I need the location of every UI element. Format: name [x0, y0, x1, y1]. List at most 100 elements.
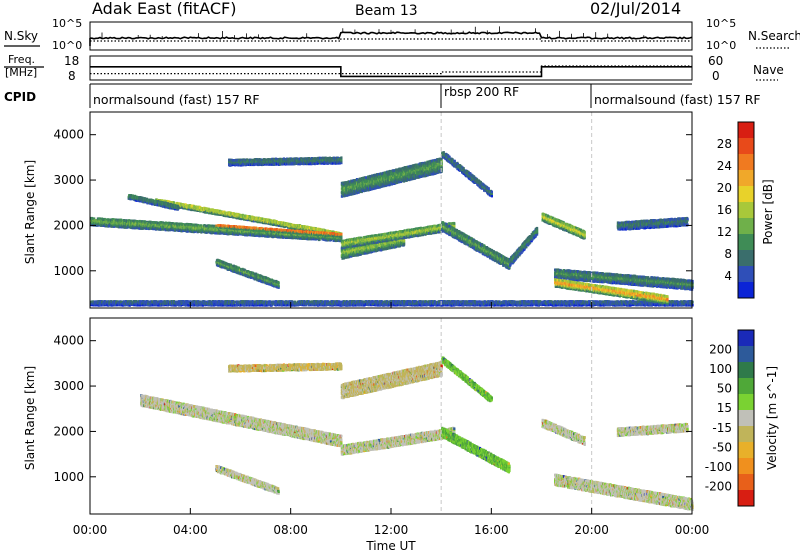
heatmap-cell — [164, 223, 167, 227]
heatmap-cell — [153, 221, 156, 224]
heatmap-cell — [129, 226, 132, 229]
heatmap-cell — [174, 229, 177, 232]
heatmap-cell — [277, 281, 280, 285]
heatmap-cell — [340, 159, 343, 163]
heatmap-cell — [153, 227, 156, 231]
heatmap-cell — [284, 159, 288, 163]
heatmap-cell — [162, 228, 165, 231]
beam-title: Beam 13 — [355, 3, 418, 19]
heatmap-cell — [212, 231, 215, 235]
heatmap-cell — [233, 159, 236, 162]
heatmap-cell — [280, 232, 283, 236]
heatmap-cell — [199, 229, 202, 232]
heatmap-cell — [199, 224, 202, 227]
heatmap-cell — [250, 276, 253, 279]
heatmap-cell — [234, 233, 237, 236]
heatmap-cell — [257, 274, 260, 277]
heatmap-cell — [167, 200, 170, 203]
cpid-panel: CPID normalsound (fast) 157 RF rbsp 200 … — [4, 83, 761, 108]
heatmap-cell — [118, 223, 121, 227]
heatmap-cell — [267, 220, 270, 224]
heatmap-cell — [246, 218, 249, 222]
heatmap-cell — [242, 214, 245, 217]
heatmap-cell — [288, 234, 291, 238]
heatmap-cell — [214, 209, 217, 212]
heatmap-cell — [281, 234, 284, 237]
heatmap-cell — [289, 229, 292, 233]
heatmap-cell — [264, 161, 267, 165]
heatmap-cell — [223, 211, 226, 214]
heatmap-cell — [130, 224, 133, 228]
heatmap-cell — [247, 215, 250, 218]
freq-left-tick-bottom: 8 — [68, 69, 76, 83]
heatmap-cell — [326, 160, 329, 163]
heatmap-cell — [112, 218, 115, 221]
heatmap-cell — [266, 227, 269, 231]
noise-left-label: N.Sky — [4, 29, 38, 43]
heatmap-cell — [210, 210, 213, 213]
heatmap-cell — [284, 224, 288, 228]
noise-panel: N.Sky 10^5 10^0 10^5 10^0 N.Search — [4, 17, 800, 52]
heatmap-cell — [161, 203, 164, 206]
heatmap-cell — [291, 229, 294, 233]
heatmap-cell — [194, 228, 197, 232]
noise-right-tick-top: 10^5 — [706, 17, 736, 30]
heatmap-cell — [340, 232, 343, 236]
cpid-label: CPID — [4, 90, 36, 104]
heatmap-cell — [105, 222, 108, 226]
heatmap-cell — [108, 221, 111, 224]
heatmap-cell — [340, 156, 343, 160]
heatmap-cell — [176, 222, 179, 226]
freq-panel-frame — [89, 55, 693, 81]
nave-right-tick-bottom: 0 — [712, 69, 720, 83]
heatmap-cell — [268, 221, 271, 224]
heatmap-cell — [124, 222, 127, 226]
heatmap-cell — [233, 225, 236, 228]
date-title: 02/Jul/2014 — [590, 0, 681, 18]
heatmap-cell — [279, 157, 282, 161]
heatmap-cell — [330, 235, 334, 239]
heatmap-cell — [177, 207, 180, 210]
heatmap-cell — [138, 222, 141, 225]
freq-left-tick-top: 18 — [64, 54, 79, 68]
heatmap-cell — [141, 227, 144, 230]
heatmap-cell — [174, 207, 177, 211]
noise-sky-line — [89, 31, 693, 46]
nave-right-label: Nave — [753, 63, 784, 77]
heatmap-cell — [178, 202, 181, 206]
heatmap-cell — [277, 284, 280, 288]
heatmap-cell — [108, 300, 111, 303]
noise-left-tick-bottom: 10^0 — [52, 39, 82, 52]
cpid-segment-3: normalsound (fast) 157 RF — [594, 92, 761, 107]
heatmap-cell — [222, 232, 225, 235]
heatmap-cell — [261, 219, 264, 223]
power-heatmap-cells — [90, 112, 694, 308]
heatmap-cell — [197, 224, 200, 227]
nave-line — [90, 65, 692, 75]
heatmap-cell — [173, 201, 176, 205]
heatmap-cell — [340, 158, 343, 161]
heatmap-cell — [255, 226, 258, 230]
cpid-segment-2: rbsp 200 RF — [444, 84, 519, 99]
noise-right-label: N.Search — [748, 29, 800, 43]
heatmap-cell — [261, 217, 264, 221]
heatmap-cell — [277, 286, 280, 289]
heatmap-cell — [290, 223, 293, 227]
station-title: Adak East (fitACF) — [92, 0, 236, 18]
freq-panel: Freq. [MHz] 18 8 60 0 Nave — [4, 53, 784, 83]
heatmap-cell — [310, 231, 313, 234]
heatmap-cell — [191, 225, 194, 228]
noise-spikes — [101, 26, 645, 39]
heatmap-cell — [152, 223, 155, 226]
heatmap-cell — [281, 159, 284, 163]
heatmap-cell — [215, 231, 218, 235]
heatmap-cell — [340, 161, 343, 165]
freq-label-line2: [MHz] — [5, 66, 37, 79]
heatmap-cell — [242, 163, 245, 167]
heatmap-cell — [191, 208, 194, 212]
heatmap-cell — [273, 219, 277, 223]
heatmap-cell — [176, 204, 179, 208]
noise-right-tick-bottom: 10^0 — [706, 39, 736, 52]
heatmap-cell — [254, 228, 257, 232]
